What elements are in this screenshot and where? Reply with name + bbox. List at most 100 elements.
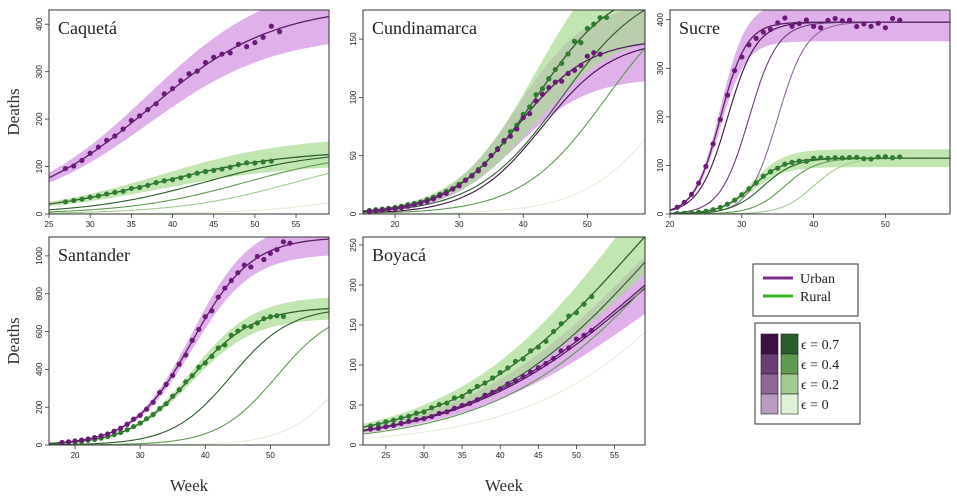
urban-observed-point	[169, 86, 176, 92]
rural-observed-point	[796, 158, 802, 164]
urban-observed-point	[254, 253, 260, 260]
eps-label-1: ϵ = 0.4	[801, 358, 839, 373]
rural-observed-point	[459, 393, 465, 399]
urban-observed-point	[183, 352, 189, 358]
rural-observed-point	[161, 178, 167, 184]
series-legend: Urban Rural	[752, 263, 859, 317]
urban-observed-point	[528, 369, 534, 375]
rural-scenario-line-eps-0.2	[49, 172, 329, 214]
x-tick-label: 55	[610, 451, 619, 460]
rural-scenario-line-eps-0.7	[49, 311, 329, 445]
rural-observed-point	[897, 154, 903, 160]
rural-observed-point	[202, 168, 209, 175]
plot-area	[363, 10, 645, 214]
rural-scenario-line-eps-0.4	[363, 47, 645, 214]
urban-observed-point	[597, 51, 603, 57]
urban-observed-point	[578, 62, 584, 69]
rural-observed-point	[227, 164, 233, 170]
rural-observed-point	[228, 332, 234, 338]
rural-observed-point	[186, 173, 192, 179]
rural-observed-point	[832, 155, 838, 161]
urban-observed-point	[507, 133, 514, 139]
urban-observed-point	[196, 326, 202, 333]
y-tick-label: 0	[35, 211, 44, 216]
urban-observed-point	[105, 431, 111, 437]
x-tick-label: 20	[391, 220, 400, 229]
rural-observed-point	[436, 401, 442, 408]
plot-area	[49, 237, 329, 445]
x-tick-label: 50	[572, 451, 581, 460]
y-tick-label: 400	[35, 362, 44, 376]
urban-observed-point	[227, 50, 233, 56]
urban-observed-point	[72, 438, 78, 444]
urban-observed-point	[559, 78, 565, 84]
urban-observed-point	[235, 41, 242, 47]
urban-observed-point	[189, 337, 195, 343]
urban-confidence-band	[670, 10, 950, 211]
panel-caqueta: 0 100 200 300 400 25 30 35 40 45 50 55 Caquetá Deaths	[4, 9, 330, 229]
urban-observed-point	[803, 17, 810, 23]
x-axis-label: Week	[485, 476, 524, 495]
urban-observed-point	[392, 205, 398, 212]
rural-observed-point	[520, 356, 526, 362]
urban-observed-point	[157, 389, 163, 396]
y-tick-label: 100	[35, 159, 44, 173]
urban-observed-point	[456, 183, 462, 189]
panel-frame	[362, 9, 646, 215]
rural-observed-point	[710, 207, 716, 213]
urban-observed-point	[413, 417, 419, 423]
rural-observed-point	[527, 104, 533, 110]
urban-observed-point	[215, 294, 221, 300]
urban-observed-point	[163, 381, 169, 387]
urban-observed-point	[520, 373, 526, 380]
urban-observed-point	[202, 59, 209, 66]
rural-observed-point	[739, 192, 745, 198]
urban-observed-point	[59, 439, 65, 445]
x-tick-label: 45	[534, 451, 543, 460]
rural-observed-point	[260, 159, 266, 165]
urban-observed-point	[546, 84, 552, 91]
urban-observed-point	[796, 20, 802, 27]
panel-frame	[48, 236, 330, 446]
x-tick-label: 50	[266, 451, 275, 460]
urban-observed-point	[505, 381, 511, 387]
urban-observed-point	[436, 410, 442, 417]
x-tick-label: 25	[45, 220, 54, 229]
urban-observed-point	[176, 361, 182, 367]
urban-observed-point	[775, 20, 781, 26]
rural-observed-point	[810, 155, 817, 161]
urban-observed-point	[462, 177, 469, 183]
legend-rural-label: Rural	[800, 290, 831, 305]
urban-observed-point	[252, 39, 258, 46]
urban-observed-point	[688, 191, 695, 197]
rural-confidence-band	[49, 297, 329, 444]
eps-urban-swatch-0	[760, 333, 779, 355]
rural-observed-point	[696, 209, 702, 214]
urban-observed-point	[789, 23, 795, 29]
panel-title: Caquetá	[58, 18, 117, 38]
rural-observed-point	[428, 405, 435, 411]
x-tick-label: 40	[168, 220, 177, 229]
urban-observed-point	[494, 146, 501, 153]
rural-observed-point	[398, 415, 404, 421]
y-tick-label: 50	[349, 400, 358, 409]
rural-observed-point	[375, 421, 381, 427]
rural-observed-point	[482, 380, 488, 386]
panel-frame	[362, 236, 646, 446]
y-tick-label: 400	[656, 12, 665, 26]
rural-observed-point	[261, 316, 267, 322]
urban-observed-point	[178, 78, 184, 84]
rural-observed-point	[846, 154, 853, 161]
rural-observed-point	[581, 301, 587, 307]
x-tick-label: 40	[809, 220, 818, 229]
urban-observed-point	[241, 262, 247, 268]
urban-observed-point	[573, 336, 580, 342]
urban-observed-point	[430, 196, 437, 202]
rural-observed-point	[254, 320, 260, 326]
urban-observed-point	[539, 91, 546, 97]
urban-observed-point	[854, 23, 860, 30]
rural-observed-point	[767, 169, 774, 175]
urban-scenario-line-eps-0.2	[670, 21, 950, 214]
panel-cundinamarca: 0 50 100 150 20 30 40 50 Cundinamarca	[349, 9, 646, 229]
y-tick-label: 200	[35, 112, 44, 126]
